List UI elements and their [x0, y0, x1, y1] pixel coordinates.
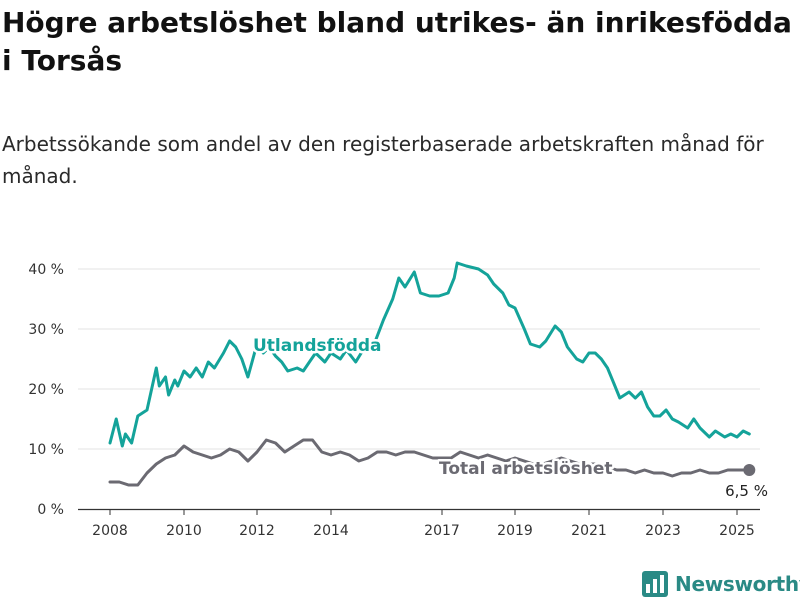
y-axis-tick-labels: 0 % 10 % 20 % 30 % 40 % [28, 262, 64, 518]
x-tick-label: 2008 [92, 523, 128, 539]
newsworthy-logo: Newsworthy [642, 568, 800, 600]
y-tick-label: 40 % [28, 262, 64, 278]
series-label-total: Total arbetslöshet [439, 459, 613, 479]
x-tick-label: 2017 [424, 523, 460, 539]
x-tick-label: 2010 [166, 523, 202, 539]
series-label-utlandsfodda: Utlandsfödda [253, 336, 382, 356]
chart-title: Högre arbetslöshet bland utrikes- än inr… [2, 6, 792, 77]
y-tick-label: 20 % [28, 382, 64, 398]
x-tick-label: 2012 [239, 523, 275, 539]
x-tick-label: 2023 [645, 523, 681, 539]
end-value-label: 6,5 % [725, 482, 768, 500]
x-tick-label: 2021 [571, 523, 607, 539]
y-tick-label: 10 % [28, 442, 64, 458]
grid-lines [78, 268, 760, 450]
x-tick-label: 2025 [719, 523, 755, 539]
x-axis: 2008 2010 2012 2014 2017 2019 2021 2023 2025 [78, 508, 760, 539]
x-tick-label: 2014 [313, 523, 349, 539]
y-tick-label: 30 % [28, 322, 64, 338]
x-tick-label: 2019 [497, 523, 533, 539]
series-labels: Utlandsfödda Total arbetslöshet 6,5 % [251, 334, 769, 501]
series-lines [108, 261, 751, 487]
series-line-total [108, 438, 751, 487]
chart-subtitle: Arbetssökande som andel av den registerb… [2, 132, 764, 188]
series-line-utlandsfodda [108, 261, 751, 448]
y-tick-label: 0 % [37, 502, 64, 518]
bar-chart-logo-icon [642, 571, 668, 597]
brand-name: Newsworthy [675, 572, 800, 596]
end-point-marker [743, 464, 756, 476]
